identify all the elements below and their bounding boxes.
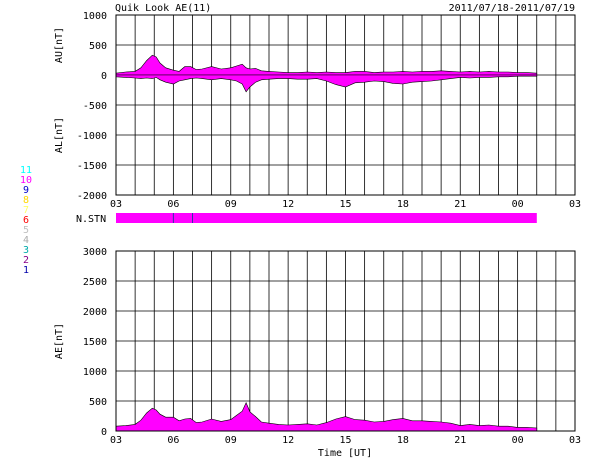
x-tick-label: 21 <box>454 199 466 210</box>
au-al-grid <box>115 14 576 196</box>
x-tick-label: 03 <box>110 435 122 446</box>
y-tick-label: -500 <box>83 101 107 112</box>
legend-count-label: 9 <box>23 185 29 196</box>
x-tick-label: 06 <box>167 435 179 446</box>
y-tick-label: 1000 <box>83 11 107 22</box>
y-tick-label: -2000 <box>77 191 107 202</box>
legend-count-label: 5 <box>23 225 29 236</box>
ae-axis-label: AE[nT] <box>54 323 65 359</box>
y-tick-label: 2500 <box>83 277 107 288</box>
y-tick-label: 500 <box>89 397 107 408</box>
x-tick-label: 12 <box>282 435 294 446</box>
legend-count-label: 6 <box>23 215 29 226</box>
x-tick-label: 21 <box>454 435 466 446</box>
x-tick-label: 15 <box>339 199 351 210</box>
ae-y-tick-labels: 3000 2500 2000 1500 1000 500 0 <box>83 247 107 438</box>
x-tick-label: 00 <box>512 199 524 210</box>
y-tick-label: 0 <box>101 427 107 438</box>
plot-title: Quik Look AE(11) <box>115 3 211 14</box>
al-series-area <box>115 74 538 93</box>
x-tick-label: 18 <box>397 199 409 210</box>
x-tick-label: 09 <box>225 435 237 446</box>
x-tick-label: 03 <box>110 199 122 210</box>
legend-count-label: 1 <box>23 265 29 276</box>
x-tick-label: 15 <box>339 435 351 446</box>
legend-count-label: 4 <box>23 235 29 246</box>
x-tick-label: 03 <box>569 435 581 446</box>
ae-grid <box>115 250 576 432</box>
y-tick-label: 0 <box>101 71 107 82</box>
x-tick-label: 12 <box>282 199 294 210</box>
x-tick-label: 00 <box>512 435 524 446</box>
y-tick-label: 1000 <box>83 367 107 378</box>
au-al-frame <box>115 14 576 196</box>
x-tick-label: 03 <box>569 199 581 210</box>
y-tick-label: 500 <box>89 41 107 52</box>
time-axis-label: Time [UT] <box>318 448 372 459</box>
x-tick-label: 06 <box>167 199 179 210</box>
al-axis-label: AL[nT] <box>54 117 65 153</box>
y-tick-label: 3000 <box>83 247 107 258</box>
legend-count-label: 11 <box>20 165 32 176</box>
y-tick-label: -1000 <box>77 131 107 142</box>
legend-count-label: 2 <box>23 255 29 266</box>
date-range: 2011/07/18-2011/07/19 <box>449 3 575 14</box>
au-axis-label: AU[nT] <box>54 27 65 63</box>
y-tick-label: 2000 <box>83 307 107 318</box>
au-al-y-tick-labels: 1000 500 0 -500 -1000 -1500 -2000 <box>77 11 107 202</box>
legend-count-label: 7 <box>23 205 29 216</box>
ae-series-area <box>115 402 538 432</box>
station-count-markers <box>172 213 193 223</box>
x-tick-label: 18 <box>397 435 409 446</box>
station-count-bar <box>116 213 537 223</box>
legend-count-label: 3 <box>23 245 29 256</box>
legend-count-label: 10 <box>20 175 32 186</box>
au-series-area <box>115 54 538 76</box>
ae-frame <box>115 250 576 432</box>
y-tick-label: 1500 <box>83 337 107 348</box>
x-tick-label: 09 <box>225 199 237 210</box>
ae-x-tick-labels: 03 06 09 12 15 18 21 00 03 <box>110 435 581 446</box>
y-tick-label: -1500 <box>77 161 107 172</box>
station-bar-label: N.STN <box>76 214 106 225</box>
au-al-x-tick-labels: 03 06 09 12 15 18 21 00 03 <box>110 199 581 210</box>
legend-count-label: 8 <box>23 195 29 206</box>
